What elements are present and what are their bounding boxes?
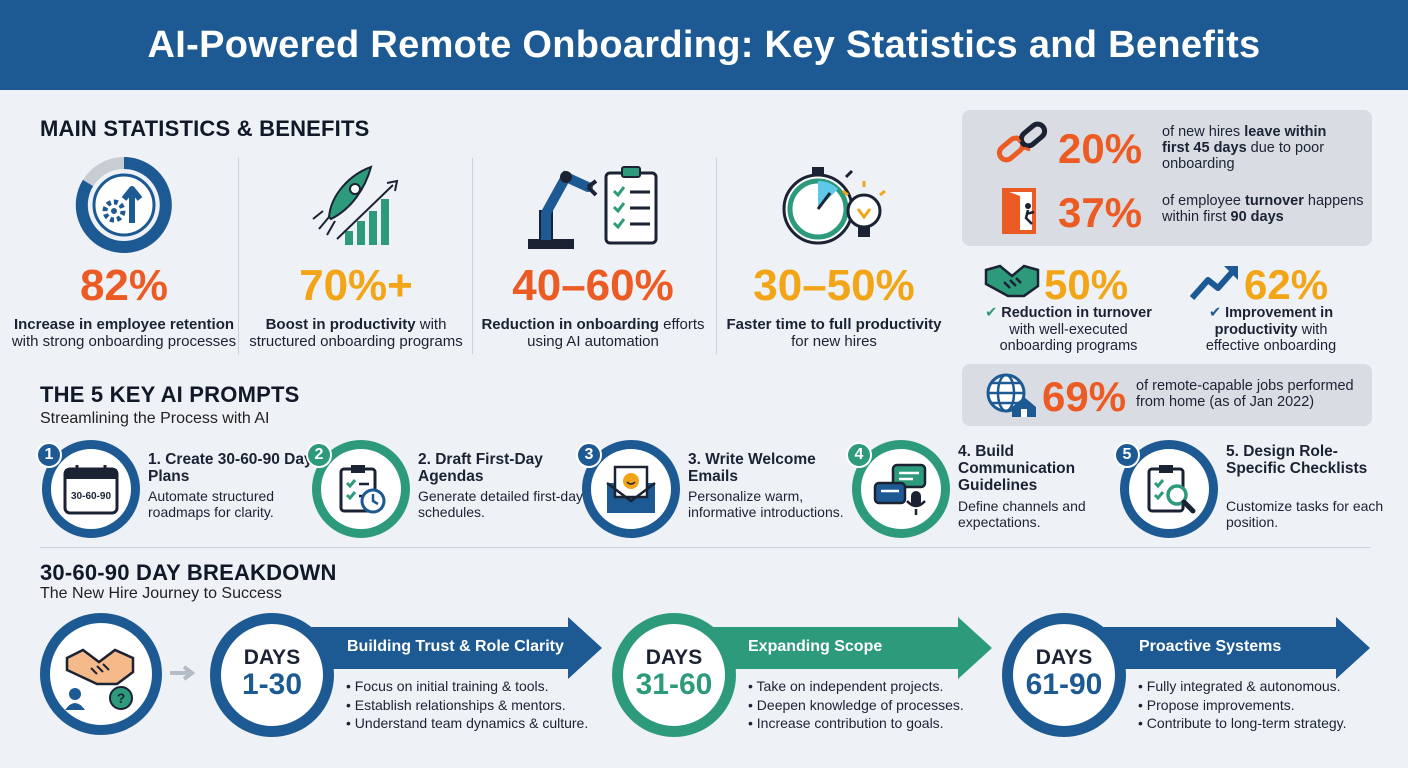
- phase3-bullets: • Fully integrated & autonomous. • Propo…: [1138, 677, 1347, 733]
- svg-text:?: ?: [117, 690, 126, 706]
- prompt-title: 3. Write Welcome Emails: [688, 451, 816, 485]
- phase3-days-label: DAYS: [1035, 646, 1093, 670]
- arrow-right-icon: [168, 664, 200, 687]
- prompt-desc: Automate structured roadmaps for clarity…: [148, 488, 275, 520]
- phase2-circle: DAYS 31-60: [612, 613, 736, 737]
- stat-productivity-desc: Boost in productivity with structured on…: [249, 316, 463, 350]
- prompt-number: 3: [576, 442, 602, 468]
- prompts-heading: THE 5 KEY AI PROMPTS: [40, 382, 300, 407]
- prompt-number: 5: [1114, 442, 1140, 468]
- prompt-desc: Define channels and expectations.: [958, 498, 1086, 530]
- breakdown-subtitle: The New Hire Journey to Success: [40, 585, 282, 602]
- main-stats-heading: MAIN STATISTICS & BENEFITS: [40, 116, 370, 141]
- prompt-number: 4: [846, 442, 872, 468]
- stopwatch-lightbulb-icon: [718, 150, 950, 260]
- phase1-title: Building Trust & Role Clarity: [347, 638, 564, 655]
- list-item: • Increase contribution to goals.: [748, 715, 944, 731]
- stat-productivity: 70%+ Boost in productivity with structur…: [240, 150, 472, 350]
- checklist-magnifier-icon: [1147, 465, 1196, 514]
- rocket-chart-icon: [240, 150, 472, 260]
- prompt-number: 1: [36, 442, 62, 468]
- exit-door-icon: [996, 186, 1046, 241]
- phase1-circle: DAYS 1-30: [210, 613, 334, 737]
- trend-arrow-icon: [1189, 262, 1240, 307]
- page-title: AI-Powered Remote Onboarding: Key Statis…: [147, 23, 1261, 66]
- stat-time-value: 30–50%: [753, 261, 915, 310]
- robot-arm-clipboard-icon: [477, 150, 709, 260]
- phase2-bullets: • Take on independent projects. • Deepen…: [748, 677, 964, 733]
- stat-69-value: 69%: [1042, 373, 1127, 420]
- list-item: • Focus on initial training & tools.: [346, 678, 549, 694]
- stat-37-desc: of employee turnover happens within firs…: [1162, 193, 1364, 225]
- title-banner: AI-Powered Remote Onboarding: Key Statis…: [0, 0, 1408, 90]
- prompt-title: 5. Design Role-Specific Checklists: [1226, 443, 1368, 477]
- phase2-range: 31-60: [635, 668, 713, 702]
- phase1-arrow: [300, 617, 602, 679]
- stat-automation-desc: Reduction in onboarding efforts using AI…: [481, 316, 705, 350]
- stat-automation: 40–60% Reduction in onboarding efforts u…: [477, 150, 709, 350]
- prompt-desc: Generate detailed first-day schedules.: [418, 488, 583, 520]
- stat-20-value: 20%: [1058, 125, 1143, 172]
- phase3-circle: DAYS 61-90: [1002, 613, 1126, 737]
- divider: [716, 158, 717, 354]
- list-item: • Fully integrated & autonomous.: [1138, 678, 1341, 694]
- agenda-clock-icon: [339, 465, 386, 514]
- stat-productivity-value: 70%+: [299, 261, 413, 310]
- stat-62-value: 62%: [1244, 261, 1329, 308]
- phase2-arrow: [700, 617, 992, 679]
- svg-text:30-60-90: 30-60-90: [71, 491, 111, 502]
- prompt-title: 1. Create 30-60-90 Day Plans: [148, 451, 313, 485]
- prompt-icon-circle: [312, 440, 410, 538]
- broken-chain-icon: [994, 118, 1050, 175]
- stat-time-to-productivity: 30–50% Faster time to full productivity …: [718, 150, 950, 350]
- list-item: • Understand team dynamics & culture.: [346, 715, 589, 731]
- list-item: • Deepen knowledge of processes.: [748, 696, 964, 713]
- phase2-title: Expanding Scope: [748, 638, 883, 655]
- retention-gauge-icon: [8, 150, 240, 260]
- prompt-number: 2: [306, 442, 332, 468]
- prompt-desc: Customize tasks for each position.: [1226, 498, 1384, 530]
- stat-37-value: 37%: [1058, 189, 1143, 236]
- list-item: • Take on independent projects.: [748, 678, 944, 694]
- list-item: • Contribute to long-term strategy.: [1138, 715, 1347, 731]
- prompts-subtitle: Streamlining the Process with AI: [40, 410, 270, 427]
- stat-time-desc: Faster time to full productivity for new…: [726, 316, 942, 350]
- prompt-desc: Personalize warm, informative introducti…: [688, 488, 844, 520]
- stat-retention-desc: Increase in employee retention with stro…: [11, 316, 237, 350]
- breakdown-heading: 30-60-90 DAY BREAKDOWN: [40, 560, 337, 585]
- phase3-range: 61-90: [1025, 668, 1103, 702]
- phase1-bullets: • Focus on initial training & tools. • E…: [346, 677, 588, 733]
- stat-69-desc: of remote-capable jobs performed from ho…: [1136, 378, 1354, 410]
- phase1-range: 1-30: [241, 668, 303, 702]
- phase3-title: Proactive Systems: [1139, 638, 1282, 655]
- divider: [238, 158, 239, 354]
- list-item: • Propose improvements.: [1138, 696, 1295, 713]
- handshake-icon: [984, 262, 1040, 307]
- list-item: • Establish relationships & mentors.: [346, 696, 566, 713]
- phase1-days-label: DAYS: [243, 646, 301, 670]
- chat-microphone-icon: [873, 463, 927, 515]
- globe-home-icon: [984, 371, 1036, 424]
- prompt-title: 2. Draft First-Day Agendas: [418, 451, 543, 485]
- stat-62-desc: ✔ Improvement in productivity with effect…: [1205, 305, 1337, 354]
- phase3-arrow: [1090, 617, 1370, 679]
- stat-automation-value: 40–60%: [512, 261, 674, 310]
- calendar-icon: 30-60-90: [63, 465, 119, 515]
- stat-20-desc: of new hires leave within first 45 days …: [1162, 124, 1327, 172]
- prompt-title: 4. Build Communication Guidelines: [958, 443, 1076, 494]
- stat-50-desc: ✔ Reduction in turnover with well-executed…: [985, 305, 1152, 354]
- section-divider: [40, 547, 1370, 548]
- handshake-question-icon: ?: [40, 613, 162, 735]
- email-smiley-icon: [606, 465, 656, 513]
- stat-retention-value: 82%: [79, 261, 169, 310]
- stat-retention: 82% Increase in employee retention with …: [8, 150, 240, 350]
- phase2-days-label: DAYS: [645, 646, 703, 670]
- stat-50-value: 50%: [1044, 261, 1129, 308]
- divider: [472, 158, 473, 354]
